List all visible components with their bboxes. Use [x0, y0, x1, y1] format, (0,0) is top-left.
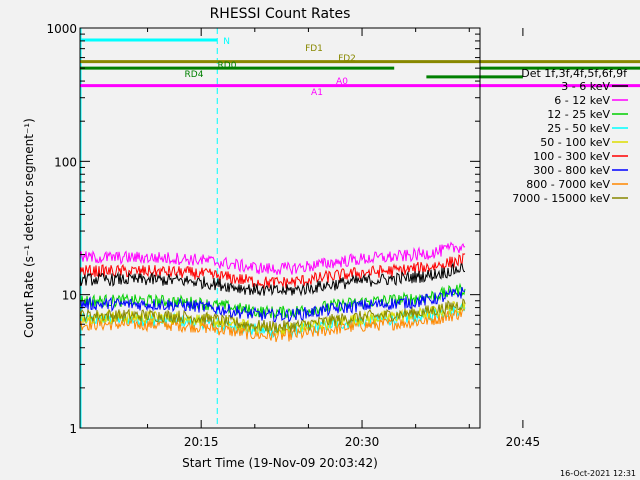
series-line-800-7000-kev [79, 308, 465, 343]
flag-label-fd2: FD2 [338, 54, 356, 64]
plot-frame [79, 27, 481, 429]
legend-label-800-7000-kev: 800 - 7000 keV [526, 178, 610, 191]
night-label: N [223, 37, 230, 47]
flag-bars: FD1 FD2 RD0 RD4 A0 A1 [80, 44, 640, 98]
legend-label-12-25-kev: 12 - 25 keV [547, 108, 610, 121]
x-tick-label: 20:30 [345, 435, 380, 449]
flag-label-rd0: RD0 [218, 61, 237, 71]
series-line-6-12-kev [79, 241, 466, 275]
y-tick-label: 100 [54, 155, 77, 169]
x-tick-label: 20:45 [506, 435, 541, 449]
y-tick-label: 10 [62, 289, 77, 303]
flag-label-fd1: FD1 [305, 44, 323, 54]
legend-label-25-50-kev: 25 - 50 keV [547, 122, 610, 135]
legend-label-7000-15000-kev: 7000 - 15000 keV [512, 192, 610, 205]
timestamp: 16-Oct-2021 12:31 [560, 469, 636, 478]
legend-label-100-300-kev: 100 - 300 keV [533, 150, 610, 163]
legend-title: Det 1f,3f,4f,5f,6f,9f [521, 67, 628, 80]
x-tick-label: 20:15 [184, 435, 219, 449]
legend-label-50-100-kev: 50 - 100 keV [540, 136, 610, 149]
night-intervals: N [80, 28, 230, 428]
x-axis-label: Start Time (19-Nov-09 20:03:42) [182, 456, 378, 470]
flag-label-rd4: RD4 [185, 70, 204, 80]
y-axis-label: Count Rate (s⁻¹ detector segment⁻¹) [22, 118, 36, 338]
flag-label-a1: A1 [311, 88, 323, 98]
series-line-100-300-kev [79, 253, 466, 290]
series-lines [79, 241, 466, 343]
y-tick-label: 1 [69, 422, 77, 436]
legend-label-6-12-kev: 6 - 12 keV [554, 94, 610, 107]
series-line-7000-15000-kev [79, 298, 466, 334]
series-line-300-800-kev [79, 286, 466, 323]
y-tick-label: 1000 [46, 22, 77, 36]
series-line-3-6-kev [79, 262, 466, 297]
flag-label-a0: A0 [336, 77, 348, 87]
chart-title: RHESSI Count Rates [210, 6, 351, 22]
legend-label-3-6-kev: 3 - 6 keV [561, 80, 610, 93]
legend-label-300-800-kev: 300 - 800 keV [533, 164, 610, 177]
y-ticks: 1 10 100 1000 [46, 22, 480, 436]
